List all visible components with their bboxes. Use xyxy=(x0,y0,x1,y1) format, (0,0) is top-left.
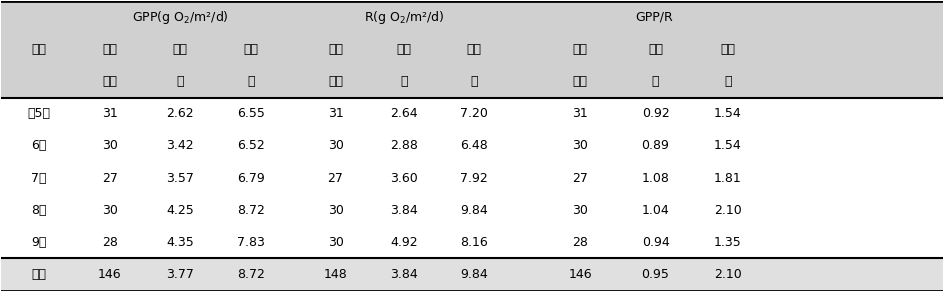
Text: 9월: 9월 xyxy=(31,236,46,249)
Text: 3.84: 3.84 xyxy=(391,268,418,281)
Bar xyxy=(1,162,943,194)
Bar xyxy=(1,1,943,34)
Bar xyxy=(1,34,943,66)
Text: 최대: 최대 xyxy=(720,43,735,56)
Text: GPP/R: GPP/R xyxy=(635,11,673,24)
Text: 7.83: 7.83 xyxy=(237,236,264,249)
Text: 9.84: 9.84 xyxy=(460,268,488,281)
Text: 4.35: 4.35 xyxy=(166,236,194,249)
Text: 값: 값 xyxy=(470,75,478,88)
Text: 0.95: 0.95 xyxy=(642,268,669,281)
Text: 관측: 관측 xyxy=(328,43,343,56)
Text: 6.79: 6.79 xyxy=(237,172,264,185)
Text: 1.08: 1.08 xyxy=(642,172,669,185)
Text: 1.81: 1.81 xyxy=(715,172,742,185)
Text: 3.84: 3.84 xyxy=(391,204,418,217)
Text: 6월: 6월 xyxy=(31,140,46,152)
Text: 30: 30 xyxy=(572,204,588,217)
Text: 3.60: 3.60 xyxy=(391,172,418,185)
Text: 3.77: 3.77 xyxy=(166,268,194,281)
Text: 7월: 7월 xyxy=(31,172,47,185)
Text: 146: 146 xyxy=(98,268,122,281)
Text: 중앙: 중앙 xyxy=(648,43,663,56)
Text: 8.72: 8.72 xyxy=(237,268,264,281)
Text: 일수: 일수 xyxy=(102,75,117,88)
Text: 0.89: 0.89 xyxy=(642,140,669,152)
Bar xyxy=(1,194,943,226)
Text: 28: 28 xyxy=(102,236,118,249)
Text: 4.92: 4.92 xyxy=(391,236,418,249)
Text: 6.55: 6.55 xyxy=(237,107,264,120)
Bar xyxy=(1,258,943,291)
Text: 값: 값 xyxy=(177,75,184,88)
Bar xyxy=(1,98,943,130)
Text: 30: 30 xyxy=(328,204,344,217)
Text: 30: 30 xyxy=(572,140,588,152)
Text: 27: 27 xyxy=(328,172,344,185)
Text: 2.10: 2.10 xyxy=(715,204,742,217)
Text: 1.35: 1.35 xyxy=(715,236,742,249)
Text: 8월: 8월 xyxy=(31,204,47,217)
Text: 31: 31 xyxy=(102,107,117,120)
Text: 3.57: 3.57 xyxy=(166,172,194,185)
Text: 최대: 최대 xyxy=(466,43,481,56)
Text: 0.92: 0.92 xyxy=(642,107,669,120)
Bar xyxy=(1,226,943,258)
Text: 146: 146 xyxy=(568,268,592,281)
Text: 1.04: 1.04 xyxy=(642,204,669,217)
Text: 중앙: 중앙 xyxy=(173,43,188,56)
Text: 8.16: 8.16 xyxy=(460,236,488,249)
Text: 2.88: 2.88 xyxy=(390,140,418,152)
Text: 1.54: 1.54 xyxy=(715,107,742,120)
Text: 4.25: 4.25 xyxy=(166,204,194,217)
Text: 중앙: 중앙 xyxy=(396,43,412,56)
Text: 27: 27 xyxy=(572,172,588,185)
Text: 2.10: 2.10 xyxy=(715,268,742,281)
Text: 값: 값 xyxy=(651,75,659,88)
Bar xyxy=(1,66,943,98)
Text: 관측: 관측 xyxy=(573,43,588,56)
Text: 일수: 일수 xyxy=(328,75,343,88)
Text: 8.72: 8.72 xyxy=(237,204,264,217)
Text: 7.20: 7.20 xyxy=(460,107,488,120)
Text: R(g $\mathregular{O_2}$/m²/d): R(g $\mathregular{O_2}$/m²/d) xyxy=(364,9,445,26)
Text: 31: 31 xyxy=(328,107,344,120)
Text: 3.42: 3.42 xyxy=(166,140,194,152)
Text: 9.84: 9.84 xyxy=(460,204,488,217)
Text: 31: 31 xyxy=(572,107,588,120)
Text: 값: 값 xyxy=(724,75,732,88)
Text: 148: 148 xyxy=(324,268,347,281)
Bar xyxy=(1,130,943,162)
Text: 값: 값 xyxy=(247,75,255,88)
Text: 30: 30 xyxy=(102,140,118,152)
Text: 전체: 전체 xyxy=(31,268,46,281)
Text: 최대: 최대 xyxy=(244,43,259,56)
Text: 2.62: 2.62 xyxy=(166,107,194,120)
Text: 값: 값 xyxy=(400,75,408,88)
Text: 30: 30 xyxy=(328,236,344,249)
Text: 기간: 기간 xyxy=(31,43,46,56)
Text: 안5월: 안5월 xyxy=(27,107,51,120)
Text: 6.48: 6.48 xyxy=(460,140,488,152)
Text: 30: 30 xyxy=(328,140,344,152)
Text: 0.94: 0.94 xyxy=(642,236,669,249)
Text: 7.92: 7.92 xyxy=(460,172,488,185)
Text: 일수: 일수 xyxy=(573,75,588,88)
Text: 1.54: 1.54 xyxy=(715,140,742,152)
Text: 27: 27 xyxy=(102,172,118,185)
Text: GPP(g $\mathregular{O_2}$/m²/d): GPP(g $\mathregular{O_2}$/m²/d) xyxy=(132,9,228,26)
Text: 관측: 관측 xyxy=(102,43,117,56)
Text: 28: 28 xyxy=(572,236,588,249)
Text: 2.64: 2.64 xyxy=(391,107,418,120)
Text: 6.52: 6.52 xyxy=(237,140,264,152)
Text: 30: 30 xyxy=(102,204,118,217)
